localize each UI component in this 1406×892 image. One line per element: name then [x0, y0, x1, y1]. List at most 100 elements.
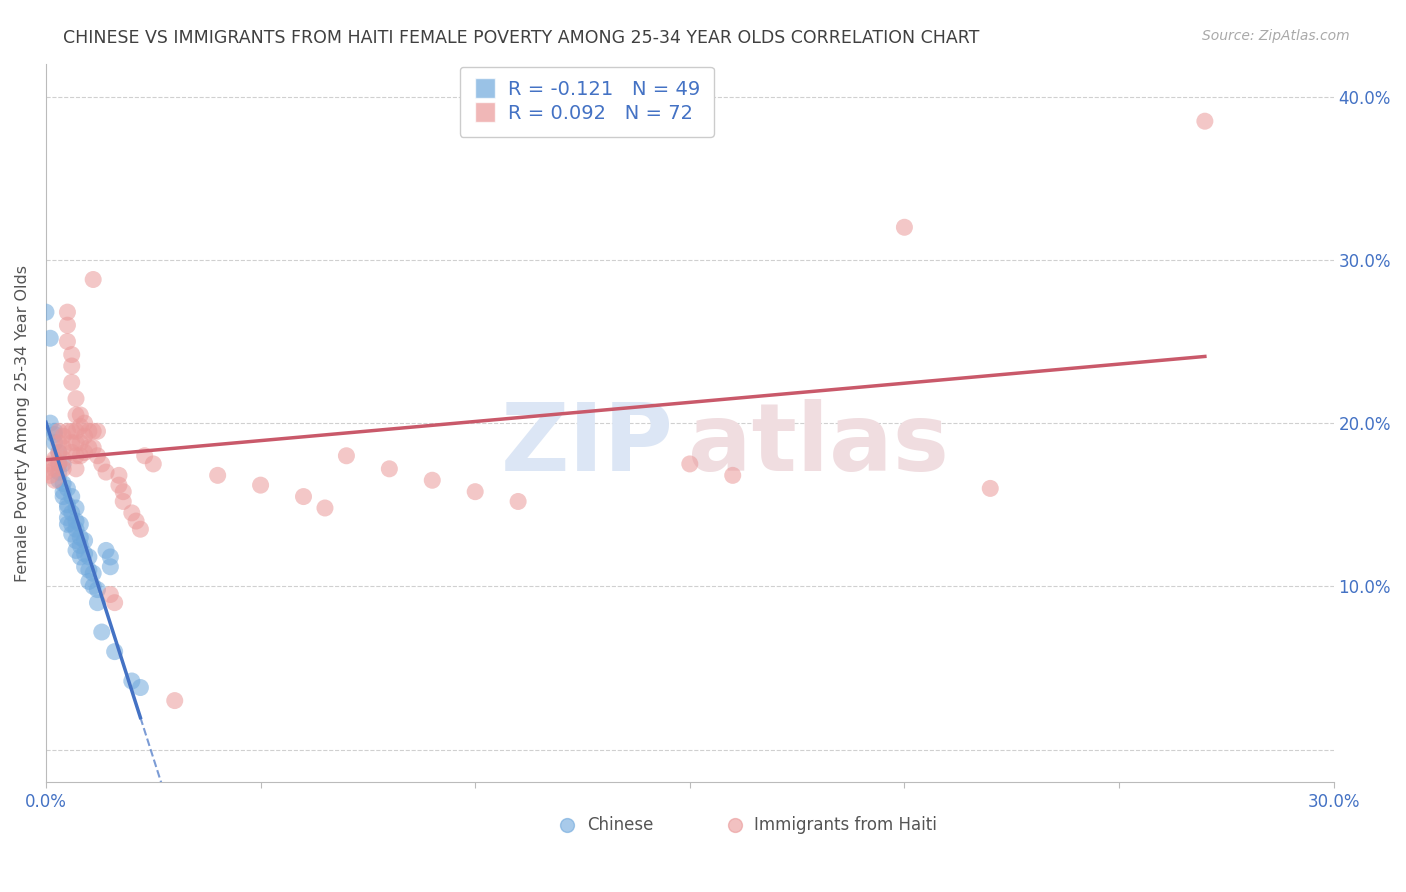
Text: ZIP: ZIP	[501, 399, 673, 491]
Point	[249, 478, 271, 492]
Point	[65, 435, 87, 450]
Point	[464, 484, 486, 499]
Point	[94, 543, 117, 558]
Point	[77, 441, 100, 455]
Point	[56, 510, 79, 524]
Point	[82, 441, 104, 455]
Point	[44, 462, 66, 476]
Point	[98, 549, 121, 564]
Point	[52, 429, 75, 443]
Point	[82, 579, 104, 593]
Point	[292, 490, 315, 504]
Point	[335, 449, 357, 463]
Point	[60, 517, 83, 532]
Point	[65, 543, 87, 558]
Point	[44, 435, 66, 450]
Point	[129, 681, 152, 695]
Point	[73, 533, 96, 548]
Point	[73, 559, 96, 574]
Point	[48, 465, 70, 479]
Point	[48, 435, 70, 450]
Point	[979, 482, 1001, 496]
Point	[69, 435, 91, 450]
Point	[77, 425, 100, 439]
Point	[86, 449, 108, 463]
Point	[508, 494, 530, 508]
Point	[65, 501, 87, 516]
Point	[52, 462, 75, 476]
Point	[142, 457, 165, 471]
Point	[69, 530, 91, 544]
Point	[129, 522, 152, 536]
Point	[112, 494, 135, 508]
Point	[121, 673, 143, 688]
Point	[86, 582, 108, 597]
Point	[90, 625, 112, 640]
Point	[52, 476, 75, 491]
Point	[420, 473, 443, 487]
Point	[1194, 114, 1216, 128]
Point	[48, 457, 70, 471]
Point	[207, 468, 229, 483]
Point	[60, 435, 83, 450]
Point	[65, 514, 87, 528]
Point	[98, 559, 121, 574]
Point	[893, 220, 915, 235]
Point	[39, 468, 62, 483]
Point	[52, 457, 75, 471]
Point	[73, 429, 96, 443]
Point	[65, 425, 87, 439]
Point	[98, 587, 121, 601]
Point	[52, 441, 75, 455]
Point	[69, 517, 91, 532]
Text: Chinese: Chinese	[586, 816, 654, 834]
Point	[134, 449, 156, 463]
Point	[44, 452, 66, 467]
Point	[60, 348, 83, 362]
Point	[86, 425, 108, 439]
Point	[60, 425, 83, 439]
Point	[56, 482, 79, 496]
Point	[73, 445, 96, 459]
Point	[48, 473, 70, 487]
Point	[112, 484, 135, 499]
Point	[56, 501, 79, 516]
Point	[121, 506, 143, 520]
Point	[48, 457, 70, 471]
Point	[56, 305, 79, 319]
Point	[65, 533, 87, 548]
Point	[77, 549, 100, 564]
Point	[82, 566, 104, 581]
Point	[314, 501, 336, 516]
Point	[56, 318, 79, 333]
Point	[69, 408, 91, 422]
Point	[69, 539, 91, 553]
Point	[48, 445, 70, 459]
Point	[52, 484, 75, 499]
Point	[60, 490, 83, 504]
Point	[44, 473, 66, 487]
Point	[39, 457, 62, 471]
Point	[60, 359, 83, 373]
Point	[56, 334, 79, 349]
Text: CHINESE VS IMMIGRANTS FROM HAITI FEMALE POVERTY AMONG 25-34 YEAR OLDS CORRELATIO: CHINESE VS IMMIGRANTS FROM HAITI FEMALE …	[63, 29, 980, 46]
Point	[104, 645, 127, 659]
Point	[65, 449, 87, 463]
Legend: R = -0.121   N = 49, R = 0.092   N = 72: R = -0.121 N = 49, R = 0.092 N = 72	[460, 67, 714, 136]
Point	[60, 527, 83, 541]
Point	[94, 465, 117, 479]
Text: Immigrants from Haiti: Immigrants from Haiti	[754, 816, 936, 834]
Point	[48, 425, 70, 439]
Point	[65, 408, 87, 422]
Point	[108, 478, 131, 492]
Text: atlas: atlas	[688, 399, 949, 491]
Point	[35, 465, 58, 479]
Point	[73, 416, 96, 430]
Point	[65, 522, 87, 536]
Point	[125, 514, 148, 528]
Point	[69, 449, 91, 463]
Point	[60, 506, 83, 520]
Point	[77, 574, 100, 589]
Point	[108, 468, 131, 483]
Point	[48, 445, 70, 459]
